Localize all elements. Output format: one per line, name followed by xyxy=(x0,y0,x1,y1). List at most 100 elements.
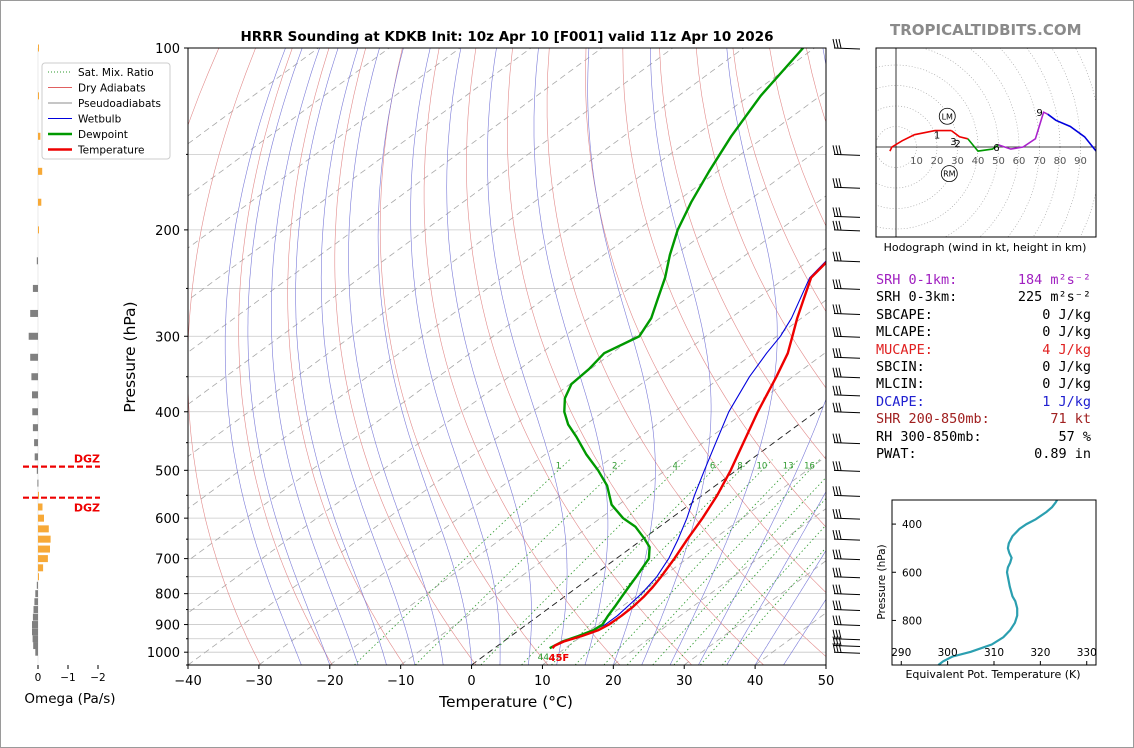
mixing-ratio-label: 10 xyxy=(756,461,767,471)
wind-barb-flag xyxy=(835,327,839,337)
dry-adiabat xyxy=(423,48,621,665)
wind-barb xyxy=(832,279,861,290)
wind-barb-flag xyxy=(838,643,842,653)
index-value: 0 J/kg xyxy=(1042,376,1091,393)
index-value: 0 J/kg xyxy=(1042,324,1091,341)
omega-bar xyxy=(34,453,38,461)
wind-barb-flag xyxy=(835,461,839,471)
wind-barb xyxy=(832,643,861,654)
hodograph-plot: 10 20 30 40 50 60 70 80 90 1 23 6 9 LM RM xyxy=(875,47,1097,238)
omega-bar xyxy=(32,391,38,399)
wind-barb-staff xyxy=(833,260,861,263)
mixing-ratio-line xyxy=(673,497,826,665)
pseudoadiabat xyxy=(295,48,387,665)
omega-bar xyxy=(34,439,38,447)
wind-barb-flag xyxy=(838,433,842,443)
hodograph-segment xyxy=(889,129,952,152)
dgz-label: DGZ xyxy=(74,502,100,515)
wind-barb-flag xyxy=(835,567,839,577)
wind-barb-flag xyxy=(832,643,836,653)
omega-bar xyxy=(38,92,39,100)
y-tick-label: 300 xyxy=(155,330,180,345)
omega-bar xyxy=(32,613,38,621)
mixing-ratio-label: 1 xyxy=(556,461,561,471)
x-tick-label: 10 xyxy=(534,674,551,689)
y-tick-label: 1000 xyxy=(147,646,180,661)
hodograph-ring-label: 20 xyxy=(931,156,944,167)
wind-barb-flag xyxy=(835,615,839,625)
wind-barb-flag xyxy=(832,549,836,559)
mixing-ratio-label: 4 xyxy=(672,461,677,471)
theta-e-y-tick-label: 400 xyxy=(902,519,922,531)
mixing-ratio-line xyxy=(721,547,826,665)
pseudoadiabat xyxy=(377,48,472,665)
pseudoadiabat xyxy=(446,48,532,665)
storm-motion-label: RM xyxy=(943,170,956,179)
index-label: SBCAPE: xyxy=(876,306,933,323)
wind-barb-flag xyxy=(832,348,836,358)
isotherm xyxy=(188,91,826,562)
hodograph-ring-label: 90 xyxy=(1074,156,1087,167)
mixing-ratio-label: 13 xyxy=(783,461,794,471)
wind-barb-flag xyxy=(838,509,842,519)
wind-barb-staff xyxy=(833,394,861,397)
wind-barb xyxy=(832,629,861,641)
isotherm xyxy=(188,48,815,510)
mixing-ratio-line xyxy=(521,459,724,665)
wind-barb-flag xyxy=(832,178,836,188)
pseudoadiabat xyxy=(641,48,712,665)
wind-barb-flag xyxy=(838,584,842,594)
wind-barb-staff xyxy=(833,576,861,579)
wind-barb-flag xyxy=(838,304,842,314)
wind-barb-staff xyxy=(833,609,861,612)
pseudoadiabat xyxy=(726,490,826,665)
omega-bar xyxy=(33,642,38,650)
dry-adiabat xyxy=(238,48,333,665)
dry-adiabat xyxy=(188,48,261,665)
index-value: 71 kt xyxy=(1050,411,1091,428)
wind-barb-flag xyxy=(832,385,836,395)
wind-barb-flag xyxy=(832,327,836,337)
wind-barb-staff xyxy=(833,469,861,472)
mixing-ratio-label: 8 xyxy=(737,461,742,471)
dry-adiabat xyxy=(507,48,764,665)
wind-barb-flag xyxy=(838,279,842,289)
wind-barb xyxy=(832,348,861,359)
chart-title: HRRR Sounding at KDKB Init: 10z Apr 10 [… xyxy=(240,29,773,45)
omega-bar xyxy=(38,535,51,543)
theta-e-x-tick-label: 310 xyxy=(984,647,1004,659)
dry-adiabat xyxy=(659,48,826,460)
y-tick-label: 400 xyxy=(155,406,180,421)
dry-adiabat xyxy=(466,48,692,665)
x-tick-label: 0 xyxy=(467,674,475,689)
omega-bar xyxy=(38,573,39,581)
wind-barb-flag xyxy=(832,486,836,496)
theta-e-line xyxy=(937,499,1059,666)
omega-bar xyxy=(33,606,38,614)
wind-barb xyxy=(832,461,861,472)
pseudoadiabat xyxy=(783,598,826,665)
omega-bar xyxy=(38,525,49,533)
wind-barb xyxy=(832,636,861,648)
omega-tick-label: −1 xyxy=(60,672,75,684)
legend-item: Dewpoint xyxy=(78,129,128,141)
mixing-ratio-label: 16 xyxy=(804,461,815,471)
y-tick-label: 100 xyxy=(155,42,180,57)
hodograph-segment xyxy=(998,111,1049,150)
theta-e-y-tick-label: 800 xyxy=(902,615,922,627)
pseudoadiabat xyxy=(410,48,501,665)
wind-barb-flag xyxy=(838,145,842,155)
index-value: 57 % xyxy=(1058,428,1091,445)
omega-bar xyxy=(38,167,43,175)
wind-barb-flag xyxy=(835,178,839,188)
wind-barb-flag xyxy=(838,178,842,188)
hodograph-ring-label: 50 xyxy=(992,156,1005,167)
x-tick-label: −10 xyxy=(387,674,414,689)
pseudoadiabat xyxy=(669,48,778,665)
hodograph-height-label: 2 xyxy=(954,139,960,150)
omega-bar xyxy=(37,479,39,487)
wind-barb-flag xyxy=(838,327,842,337)
theta-e-x-tick-label: 320 xyxy=(1030,647,1050,659)
wind-barb-staff xyxy=(833,229,861,232)
index-label: MLCIN: xyxy=(876,376,925,393)
